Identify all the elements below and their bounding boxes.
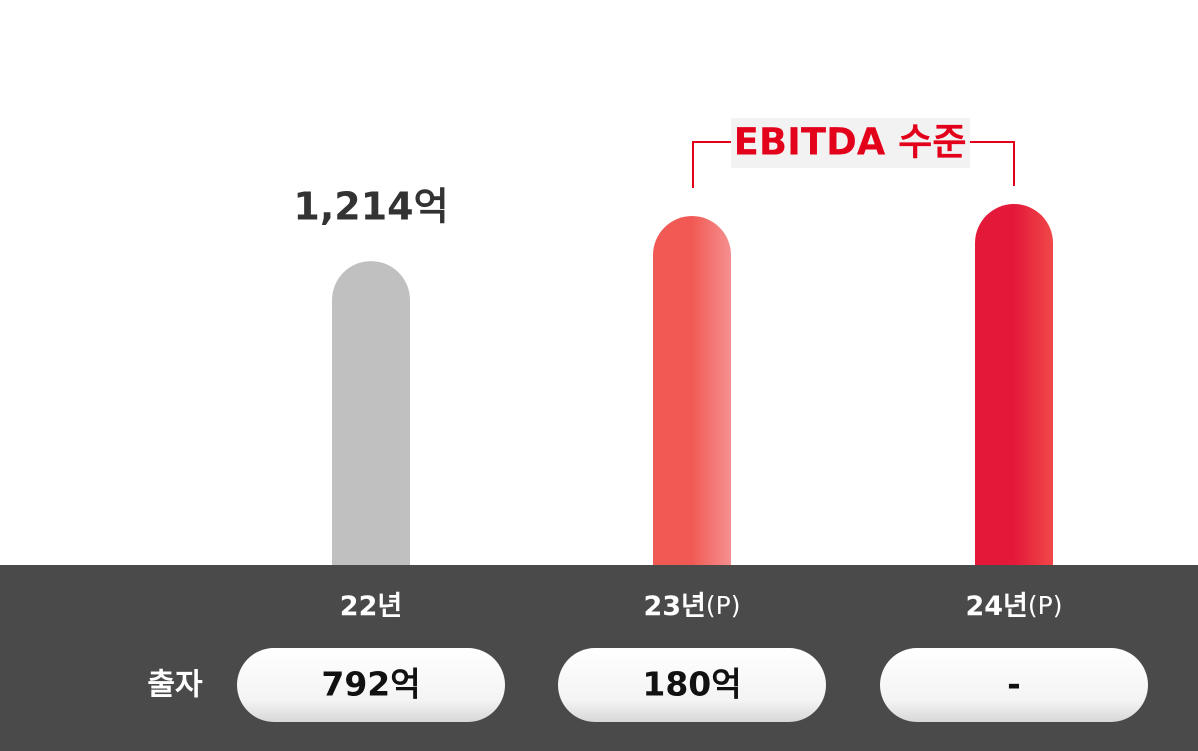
pill [880, 648, 1148, 722]
annotation: EBITDA 수준 [734, 121, 967, 164]
annotation-box [731, 118, 970, 168]
x-tick-label: 24년(P) [965, 591, 1062, 622]
investment-value: 792억 [321, 665, 420, 704]
x-tick-label: 22년 [340, 591, 402, 622]
pill [237, 648, 505, 722]
category-suffix: (P) [1028, 591, 1063, 620]
value-label: 1,214억 [293, 185, 448, 229]
category: 24년 [965, 591, 1027, 622]
bar [653, 216, 731, 565]
pill [558, 648, 826, 722]
category: 22년 [340, 591, 402, 622]
investment-value: - [1007, 665, 1021, 704]
bar [332, 261, 410, 565]
bracket [692, 141, 1015, 188]
category: 23년 [643, 591, 705, 622]
x-tick-label: 23년(P) [643, 591, 740, 622]
investment-value: 180억 [642, 665, 741, 704]
row-label: 출자 [147, 668, 203, 703]
category-suffix: (P) [706, 591, 741, 620]
bar [975, 204, 1053, 565]
